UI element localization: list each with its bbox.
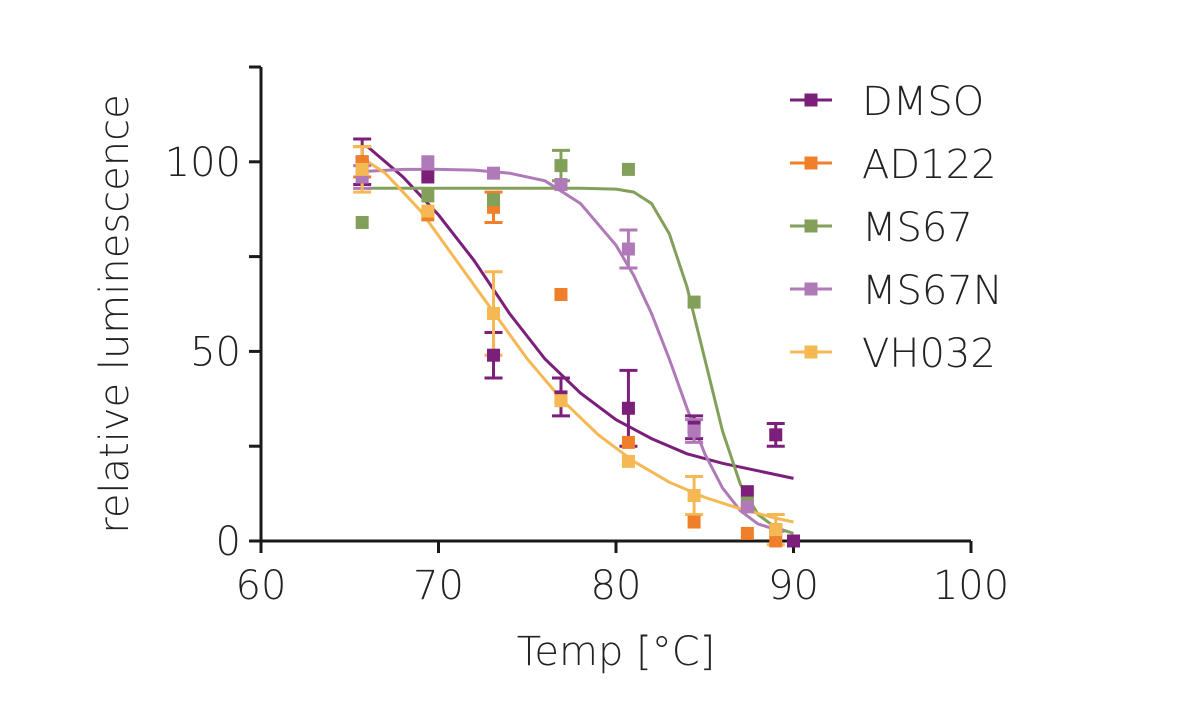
data-points [355, 155, 800, 548]
data-point-ms67n [554, 178, 568, 192]
data-point-vh032 [421, 204, 435, 218]
data-point-dmso [769, 428, 783, 442]
data-point-ad122 [740, 526, 754, 540]
x-tick-label: 80 [591, 563, 642, 609]
legend-item-ad122: AD122 [790, 142, 997, 188]
data-point-ad122 [769, 534, 783, 548]
data-point-vh032 [355, 162, 369, 176]
legend-label: MS67 [862, 205, 973, 251]
data-point-ms67n [687, 424, 701, 438]
data-point-ad122 [687, 515, 701, 529]
data-point-ad122 [621, 435, 635, 449]
x-axis-title: Temp [°C] [517, 629, 715, 675]
legend-label: VH032 [862, 331, 996, 377]
data-point-vh032 [487, 306, 501, 320]
data-point-dmso [621, 401, 635, 415]
legend-swatch-marker [804, 156, 818, 170]
data-point-ms67 [621, 162, 635, 176]
x-tick-label: 70 [413, 563, 464, 609]
y-tick-label: 100 [165, 140, 241, 186]
data-point-dmso [487, 348, 501, 362]
x-tick-label: 100 [933, 563, 1009, 609]
data-point-ms67 [487, 193, 501, 207]
data-point-ms67 [421, 189, 435, 203]
legend-swatch-marker [804, 93, 818, 107]
legend-swatch-marker [804, 345, 818, 359]
legend-label: DMSO [862, 79, 984, 125]
y-tick-label: 0 [216, 519, 241, 565]
data-point-ad122 [554, 288, 568, 302]
data-point-vh032 [554, 394, 568, 408]
y-axis-title: relative luminescence [92, 94, 138, 534]
data-point-vh032 [621, 454, 635, 468]
legend: DMSO AD122 MS67 MS67N VH032 [790, 79, 1003, 377]
legend-label: MS67N [862, 268, 1003, 314]
x-tick-label: 60 [236, 563, 287, 609]
data-point-ms67n [487, 166, 501, 180]
x-tick-label: 90 [768, 563, 819, 609]
data-point-dmso [787, 534, 800, 548]
legend-item-dmso: DMSO [790, 79, 984, 125]
legend-swatch-marker [804, 219, 818, 233]
legend-item-vh032: VH032 [790, 331, 996, 377]
legend-label: AD122 [862, 142, 997, 188]
fit-curve-ms67 [367, 186, 794, 535]
data-point-ms67 [355, 215, 369, 229]
data-point-vh032 [687, 488, 701, 502]
y-tick-label: 50 [190, 329, 241, 375]
data-point-ms67 [554, 159, 568, 173]
axes: 60 70 80 90 100 0 50 100 [165, 65, 1009, 609]
legend-item-ms67: MS67 [790, 205, 973, 251]
data-point-ms67n [740, 500, 754, 514]
data-point-ms67 [687, 295, 701, 309]
legend-item-ms67n: MS67N [790, 268, 1003, 314]
legend-swatch-marker [804, 282, 818, 296]
data-point-ms67n [621, 242, 635, 256]
data-point-ms67n [421, 155, 435, 169]
fit-curve-dmso [366, 145, 794, 480]
data-point-dmso [421, 170, 435, 184]
data-point-dmso [740, 485, 754, 499]
data-point-vh032 [769, 523, 783, 537]
